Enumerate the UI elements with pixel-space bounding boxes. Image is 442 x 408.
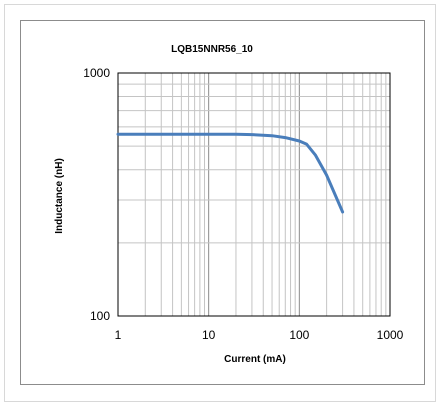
tick-labels: 1 10 100 1000 100 1000 bbox=[83, 66, 403, 342]
x-tick-label: 100 bbox=[289, 328, 309, 342]
x-tick-label: 10 bbox=[202, 328, 216, 342]
plot-area-border bbox=[117, 72, 391, 317]
grid-lines bbox=[118, 73, 390, 316]
x-axis-label: Current (mA) bbox=[224, 354, 286, 365]
x-tick-label: 1 bbox=[115, 328, 122, 342]
y-tick-label: 100 bbox=[90, 309, 110, 323]
y-tick-label: 1000 bbox=[83, 66, 110, 80]
y-axis-label: Inductance (nH) bbox=[54, 158, 65, 234]
inductance-series-line bbox=[116, 132, 345, 214]
chart-area bbox=[20, 20, 425, 385]
chart-title: LQB15NNR56_10 bbox=[171, 44, 253, 55]
x-tick-label: 1000 bbox=[377, 328, 404, 342]
